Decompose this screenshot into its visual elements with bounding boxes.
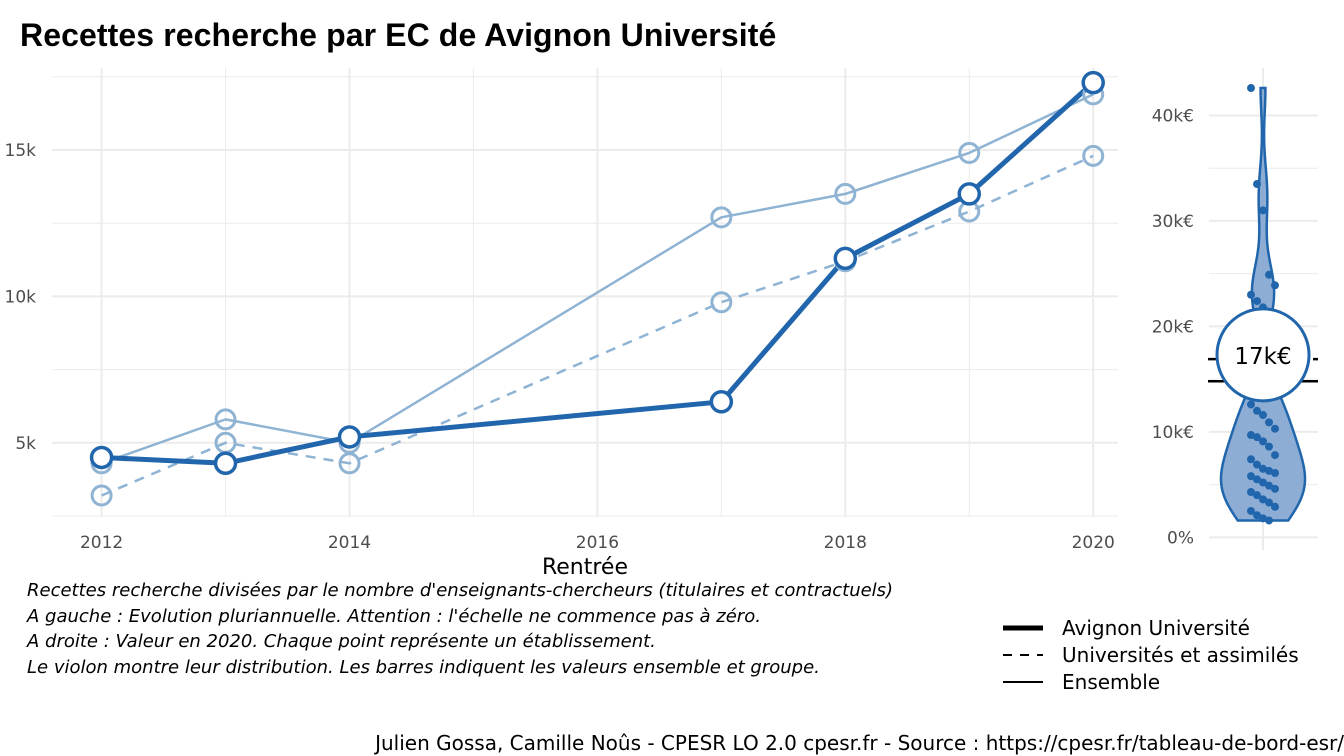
establishment-point [1253,406,1261,415]
establishment-point [1259,514,1267,523]
establishment-point [1265,270,1273,279]
y-tick-label: 20k€ [1152,317,1194,337]
establishment-point [1253,433,1261,442]
legend-key-thick [1000,618,1046,638]
establishment-point [1253,180,1261,189]
data-point-dashed [90,484,113,507]
legend-key-thin [1000,672,1046,692]
establishment-point [1259,410,1267,419]
establishment-point [1271,281,1279,290]
legend-item-universites: Universités et assimilés [1000,641,1299,668]
data-point-avignon [213,451,238,476]
caption-line: Recettes recherche divisées par le nombr… [27,580,894,601]
y-tick-label: 10k€ [1152,423,1194,443]
establishment-point [1271,451,1279,460]
highlight-label: 17k€ [1234,344,1291,370]
x-tick-label: 2020 [1072,533,1115,553]
data-point-avignon [89,445,114,470]
caption-line: Le violon montre leur distribution. Les … [27,656,820,678]
establishment-point [1271,502,1279,511]
establishment-point [1253,297,1261,306]
y-tick-label: 0% [1167,528,1194,548]
caption-line: A gauche : Evolution pluriannuelle. Atte… [27,605,761,627]
legend-item-ensemble: Ensemble [1000,668,1299,695]
data-point-dashed [338,452,361,475]
establishment-point [1253,491,1261,500]
establishment-point [1265,516,1273,525]
data-point-thin [958,141,981,164]
line-panel: 2012 2014 2016 2018 2020 5k 10k 15k Rentrée [5,68,1118,580]
establishment-point [1265,498,1273,507]
data-point-thin [214,408,237,431]
y-tick-label: 15k [5,141,37,161]
caption-line: A droite : Valeur en 2020. Chaque point … [27,631,656,652]
establishment-point [1265,442,1273,451]
data-point-thin [710,206,733,229]
establishment-point [1259,478,1267,487]
establishment-point [1265,466,1273,475]
legend-key-dashed [1000,645,1046,665]
x-tick-label: 2018 [824,533,867,553]
establishment-point [1247,400,1255,409]
data-point-dashed [710,291,733,314]
data-point-avignon [709,390,734,414]
y-tick-label: 5k [15,434,36,454]
legend: Avignon Université Universités et assimi… [1000,614,1299,695]
establishment-point [1247,506,1255,515]
establishment-point [1253,460,1261,469]
data-point-dashed [1082,144,1105,167]
x-tick-label: 2014 [328,533,371,553]
y-tick-label: 40k€ [1152,106,1194,126]
establishment-point [1271,424,1279,433]
establishment-point [1247,431,1255,440]
chart-title: Recettes recherche par EC de Avignon Uni… [20,17,777,53]
y-tick-label: 10k [5,287,37,307]
data-point-thin [834,182,857,205]
data-point-avignon [337,425,362,449]
series-line-thin [101,93,1094,465]
establishment-point [1259,464,1267,473]
x-tick-label: 2016 [576,533,619,553]
establishment-point [1265,418,1273,427]
establishment-point [1247,472,1255,481]
legend-item-avignon: Avignon Université [1000,614,1299,641]
legend-label: Avignon Université [1062,615,1250,640]
establishment-point [1265,481,1273,490]
highlight-circle [1215,307,1311,403]
establishment-point [1253,511,1261,520]
footer-credits: Julien Gossa, Camille Noûs - CPESR LO 2.… [375,731,1344,755]
establishment-point [1271,484,1279,493]
legend-label: Universités et assimilés [1062,642,1299,667]
establishment-point [1259,437,1267,446]
establishment-point [1259,206,1267,215]
x-tick-label: 2012 [80,533,123,553]
establishment-point [1247,455,1255,464]
establishment-point [1253,475,1261,484]
establishment-point [1259,495,1267,504]
series-line-dashed [101,154,1094,497]
data-point-avignon [957,182,982,206]
data-point-avignon [833,246,858,271]
data-point-avignon [1081,70,1105,95]
legend-label: Ensemble [1062,669,1161,694]
establishment-point [1247,290,1255,299]
caption: Recettes recherche divisées par le nombr… [27,578,893,680]
x-axis-title: Rentrée [542,555,628,580]
establishment-point [1247,84,1255,93]
establishment-point [1247,487,1255,496]
establishment-point [1271,469,1279,478]
violin-panel: 0% 10k€ 20k€ 30k€ 40k€ 17k€ [1152,68,1318,550]
y-tick-label: 30k€ [1152,212,1194,232]
